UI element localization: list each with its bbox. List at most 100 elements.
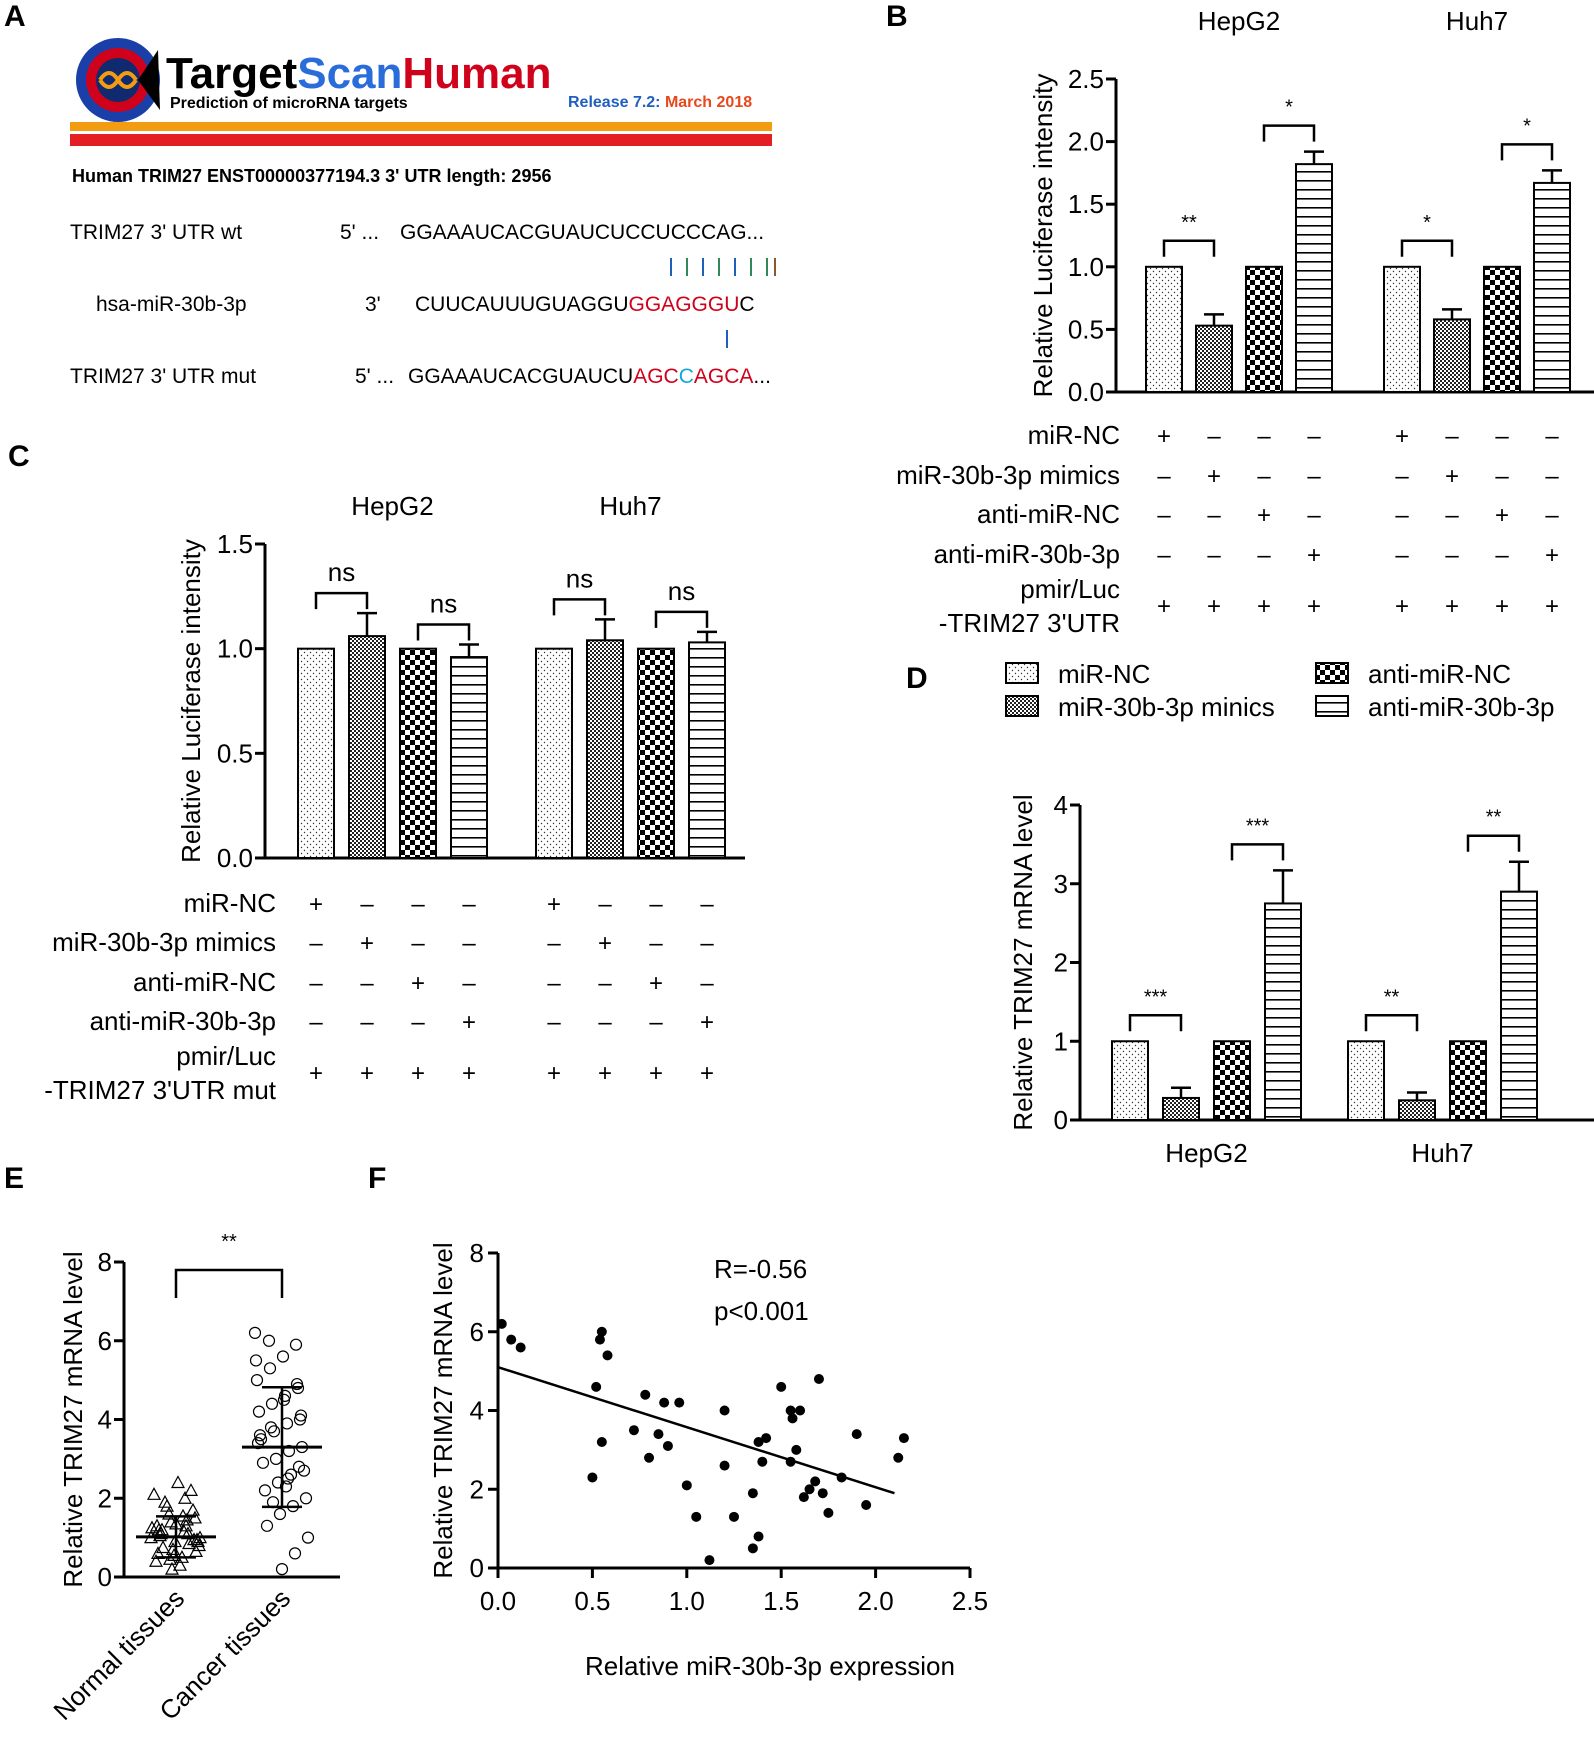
y-axis-label: Relative TRIM27 mRNA level	[1008, 794, 1038, 1130]
data-point	[506, 1334, 517, 1345]
condition-sign: –	[309, 970, 323, 997]
condition-sign: –	[1395, 463, 1409, 490]
y-tick-label: 0	[470, 1553, 484, 1583]
significance-label: *	[1523, 115, 1531, 137]
group-label: HepG2	[1198, 6, 1280, 36]
condition-sign: –	[462, 970, 476, 997]
data-point	[761, 1433, 772, 1444]
cancer-point	[293, 1413, 307, 1426]
group-label: HepG2	[351, 491, 433, 521]
y-tick-label: 2	[98, 1483, 112, 1513]
bar	[1533, 181, 1571, 393]
legend-label: anti-miR-NC	[1368, 659, 1511, 689]
x-tick-label: 2.0	[858, 1586, 894, 1616]
logo-word-scan: Scan	[297, 49, 402, 98]
normal-point	[185, 1502, 201, 1516]
y-tick-label: 2	[1054, 948, 1068, 978]
condition-sign: +	[1545, 542, 1559, 569]
group-label: HepG2	[1165, 1138, 1247, 1168]
group-label: Huh7	[1411, 1138, 1473, 1168]
data-point	[817, 1488, 828, 1499]
cancer-point	[250, 1374, 264, 1387]
panel-letter-a: A	[4, 0, 26, 33]
condition-sign: –	[462, 930, 476, 957]
condition-sign: –	[1495, 542, 1509, 569]
normal-point	[181, 1536, 197, 1550]
mut-seq-tail: ...	[753, 365, 771, 388]
data-point	[785, 1405, 796, 1416]
x-tick-label: 2.5	[952, 1586, 988, 1616]
condition-sign: –	[1395, 542, 1409, 569]
cancer-point	[256, 1456, 270, 1469]
data-point	[747, 1543, 758, 1554]
significance-bracket	[416, 623, 471, 641]
condition-sign: –	[700, 891, 714, 918]
data-point	[893, 1452, 904, 1463]
condition-sign: –	[598, 1009, 612, 1036]
group-label: Huh7	[1446, 6, 1508, 36]
condition-sign: –	[360, 1009, 374, 1036]
condition-sign: –	[411, 930, 425, 957]
y-tick-label: 8	[98, 1247, 112, 1277]
condition-sign: +	[1307, 593, 1321, 620]
data-point	[798, 1492, 809, 1503]
condition-sign: +	[1207, 593, 1221, 620]
data-point	[594, 1334, 605, 1345]
release-text: Release 7.2: March 2018	[568, 94, 752, 111]
significance-label: **	[1384, 986, 1400, 1008]
annotation-r: R=-0.56	[714, 1254, 807, 1284]
cancer-point	[267, 1425, 281, 1438]
condition-sign: –	[1257, 463, 1271, 490]
condition-label: -TRIM27 3'UTR	[939, 608, 1120, 638]
condition-label: -TRIM27 3'UTR mut	[44, 1075, 277, 1105]
data-point	[785, 1456, 796, 1467]
chart-b: 0.0 0.5 1.0 1.5 2.0 2.5 Relative Luciferase in…	[896, 6, 1594, 638]
data-point	[757, 1456, 768, 1467]
significance-label: ns	[668, 576, 695, 606]
data-point	[787, 1413, 798, 1424]
y-tick-label: 1.5	[217, 529, 253, 559]
condition-sign: –	[1495, 463, 1509, 490]
significance-bracket	[1500, 143, 1554, 161]
y-tick-label: 6	[98, 1326, 112, 1356]
legend-swatch	[1315, 695, 1349, 717]
y-tick-label: 0.5	[1068, 314, 1104, 344]
y-tick-label: 1.0	[217, 634, 253, 664]
data-point	[515, 1342, 526, 1353]
cancer-point	[265, 1397, 279, 1410]
legend-swatch	[1005, 695, 1039, 717]
row-seq-mut: GGAAAUCACGUAUCUAGCCAGCA...	[408, 365, 771, 388]
data-point	[861, 1500, 872, 1510]
condition-sign: –	[462, 891, 476, 918]
condition-label: pmir/Luc	[1020, 574, 1120, 604]
condition-label: anti-miR-NC	[133, 967, 276, 997]
panel-letter-d: D	[906, 662, 928, 695]
bar	[1111, 1040, 1149, 1121]
condition-sign: +	[462, 1009, 476, 1036]
condition-sign: –	[309, 1009, 323, 1036]
normal-point	[162, 1552, 178, 1565]
y-axis-label: Relative TRIM27 mRNA level	[58, 1251, 88, 1587]
cancer-point	[301, 1531, 315, 1544]
condition-sign: –	[1445, 423, 1459, 450]
significance-label: ns	[328, 557, 355, 587]
condition-sign: +	[649, 1060, 663, 1087]
y-tick-label: 1.0	[1068, 252, 1104, 282]
condition-sign: –	[1157, 542, 1171, 569]
cancer-point	[289, 1338, 303, 1351]
data-point	[791, 1444, 802, 1455]
bar	[1245, 265, 1283, 393]
panel-letter-b: B	[886, 0, 908, 33]
data-point	[729, 1511, 739, 1522]
condition-sign: –	[547, 970, 561, 997]
condition-sign: –	[547, 1009, 561, 1036]
condition-sign: –	[1445, 502, 1459, 529]
condition-sign: +	[1495, 593, 1509, 620]
bar	[1347, 1040, 1385, 1121]
cancer-point	[275, 1563, 289, 1576]
normal-point	[159, 1498, 175, 1512]
condition-sign: –	[1395, 502, 1409, 529]
cancer-point	[248, 1326, 262, 1339]
row-end-mut: 5' ...	[355, 365, 394, 388]
significance-label: **	[221, 1231, 237, 1253]
